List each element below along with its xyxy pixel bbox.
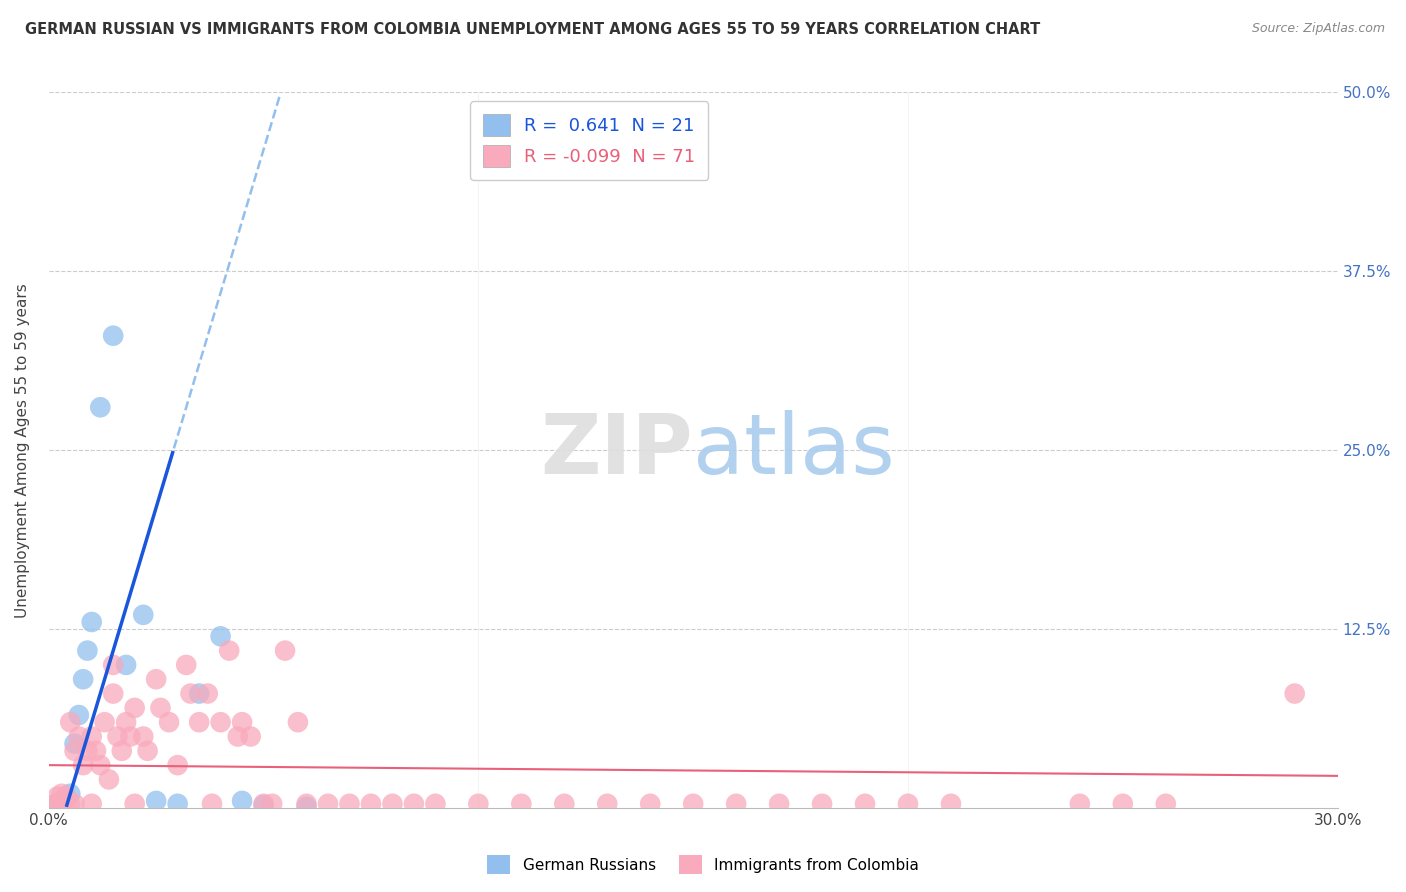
Point bbox=[939, 797, 962, 811]
Point bbox=[1154, 797, 1177, 811]
Point bbox=[201, 797, 224, 811]
Point bbox=[59, 798, 82, 813]
Point bbox=[93, 715, 115, 730]
Point bbox=[111, 744, 134, 758]
Legend: German Russians, Immigrants from Colombia: German Russians, Immigrants from Colombi… bbox=[481, 849, 925, 880]
Point bbox=[115, 715, 138, 730]
Point bbox=[63, 744, 86, 758]
Point bbox=[1284, 687, 1306, 701]
Point bbox=[80, 797, 103, 811]
Point bbox=[80, 615, 103, 629]
Point bbox=[76, 643, 98, 657]
Point bbox=[76, 744, 98, 758]
Point bbox=[63, 737, 86, 751]
Point bbox=[84, 744, 107, 758]
Point bbox=[67, 708, 90, 723]
Point bbox=[402, 797, 425, 811]
Point bbox=[72, 758, 94, 772]
Point bbox=[157, 715, 180, 730]
Point bbox=[682, 797, 704, 811]
Point bbox=[209, 629, 232, 643]
Point bbox=[72, 672, 94, 686]
Point bbox=[339, 797, 361, 811]
Point bbox=[188, 715, 211, 730]
Point bbox=[897, 797, 920, 811]
Text: GERMAN RUSSIAN VS IMMIGRANTS FROM COLOMBIA UNEMPLOYMENT AMONG AGES 55 TO 59 YEAR: GERMAN RUSSIAN VS IMMIGRANTS FROM COLOMB… bbox=[25, 22, 1040, 37]
Point bbox=[51, 787, 73, 801]
Point bbox=[55, 797, 77, 811]
Point bbox=[145, 794, 167, 808]
Point bbox=[725, 797, 748, 811]
Text: atlas: atlas bbox=[693, 409, 896, 491]
Text: ZIP: ZIP bbox=[541, 409, 693, 491]
Point bbox=[63, 797, 86, 811]
Point bbox=[145, 672, 167, 686]
Point bbox=[51, 794, 73, 808]
Point bbox=[59, 787, 82, 801]
Point bbox=[1069, 797, 1091, 811]
Point bbox=[1112, 797, 1135, 811]
Point bbox=[274, 643, 297, 657]
Point bbox=[103, 687, 125, 701]
Point bbox=[149, 701, 172, 715]
Point bbox=[239, 730, 262, 744]
Point bbox=[596, 797, 619, 811]
Point bbox=[89, 758, 111, 772]
Point bbox=[811, 797, 834, 811]
Legend: R =  0.641  N = 21, R = -0.099  N = 71: R = 0.641 N = 21, R = -0.099 N = 71 bbox=[470, 102, 709, 180]
Point bbox=[197, 687, 219, 701]
Point bbox=[262, 797, 284, 811]
Point bbox=[46, 797, 69, 811]
Point bbox=[287, 715, 309, 730]
Point bbox=[295, 799, 318, 814]
Point bbox=[226, 730, 249, 744]
Point bbox=[180, 687, 202, 701]
Point bbox=[103, 328, 125, 343]
Point bbox=[381, 797, 404, 811]
Point bbox=[124, 701, 146, 715]
Point bbox=[231, 715, 253, 730]
Point bbox=[166, 758, 188, 772]
Point bbox=[55, 789, 77, 804]
Point bbox=[67, 730, 90, 744]
Point bbox=[174, 657, 197, 672]
Point bbox=[638, 797, 661, 811]
Text: Source: ZipAtlas.com: Source: ZipAtlas.com bbox=[1251, 22, 1385, 36]
Point bbox=[252, 798, 274, 813]
Point bbox=[132, 607, 155, 622]
Point bbox=[231, 794, 253, 808]
Point bbox=[46, 797, 69, 811]
Point bbox=[59, 715, 82, 730]
Point bbox=[853, 797, 876, 811]
Point bbox=[316, 797, 339, 811]
Point bbox=[768, 797, 790, 811]
Point bbox=[132, 730, 155, 744]
Point bbox=[80, 730, 103, 744]
Point bbox=[120, 730, 142, 744]
Point bbox=[42, 798, 65, 813]
Point bbox=[124, 797, 146, 811]
Point bbox=[553, 797, 575, 811]
Point bbox=[115, 657, 138, 672]
Y-axis label: Unemployment Among Ages 55 to 59 years: Unemployment Among Ages 55 to 59 years bbox=[15, 283, 30, 617]
Point bbox=[42, 798, 65, 813]
Point bbox=[136, 744, 159, 758]
Point bbox=[360, 797, 382, 811]
Point bbox=[55, 789, 77, 804]
Point bbox=[89, 401, 111, 415]
Point bbox=[510, 797, 533, 811]
Point bbox=[166, 797, 188, 811]
Point bbox=[51, 794, 73, 808]
Point bbox=[252, 797, 274, 811]
Point bbox=[425, 797, 447, 811]
Point bbox=[97, 772, 120, 787]
Point bbox=[107, 730, 129, 744]
Point bbox=[46, 789, 69, 804]
Point bbox=[188, 687, 211, 701]
Point bbox=[103, 657, 125, 672]
Point bbox=[218, 643, 240, 657]
Point bbox=[295, 797, 318, 811]
Point bbox=[209, 715, 232, 730]
Point bbox=[467, 797, 489, 811]
